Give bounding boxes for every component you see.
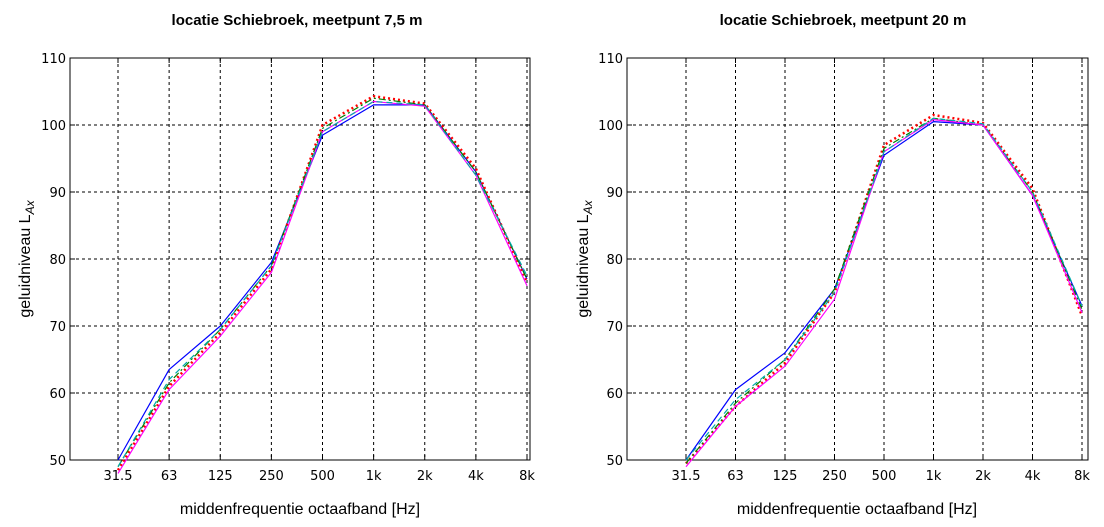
x-tick-label: 250 (259, 469, 284, 484)
x-axis-label: middenfrequentie octaafband [Hz] (737, 501, 977, 518)
x-tick-label: 31.5 (672, 469, 701, 484)
x-tick-label: 31.5 (104, 469, 133, 484)
chart-left: locatie Schiebroek, meetpunt 7,5 m 50 60 7… (17, 12, 535, 518)
y-tick-label: 100 (598, 119, 623, 134)
y-tick-label: 80 (49, 253, 66, 268)
y-tick-label: 60 (606, 387, 623, 402)
y-tick-label: 50 (606, 454, 623, 469)
chart-right: locatie Schiebroek, meetpunt 20 m 50 60 70… (575, 12, 1090, 518)
x-tick-label: 500 (310, 469, 335, 484)
series-group (116, 94, 529, 474)
series-line (117, 100, 528, 468)
y-axis-ticks: 50 60 70 80 90 100 110 (41, 52, 530, 469)
x-tick-label: 8k (519, 469, 535, 484)
y-tick-label: 110 (41, 52, 66, 67)
y-tick-label: 110 (598, 52, 623, 67)
series-line (117, 100, 528, 474)
x-tick-label: 2k (975, 469, 991, 484)
x-tick-label: 250 (822, 469, 847, 484)
series-line (117, 97, 528, 468)
series-line (117, 104, 528, 461)
series-line (116, 94, 529, 471)
x-axis-label: middenfrequentie octaafband [Hz] (180, 501, 420, 518)
y-axis-label: geluidniveau LAx (575, 199, 595, 317)
chart-title: locatie Schiebroek, meetpunt 7,5 m (172, 12, 423, 29)
series-group (685, 113, 1084, 468)
y-axis-label-sub: Ax (581, 199, 595, 215)
y-tick-label: 90 (49, 186, 66, 201)
x-axis-ticks: 31.5 63 125 250 500 1k 2k 4k 8k (104, 58, 535, 484)
x-tick-label: 63 (161, 469, 178, 484)
x-tick-label: 8k (1074, 469, 1090, 484)
y-tick-label: 50 (49, 454, 66, 469)
y-tick-label: 70 (49, 320, 66, 335)
x-tick-label: 500 (872, 469, 897, 484)
y-axis-label-sub: Ax (23, 199, 37, 215)
y-tick-label: 90 (606, 186, 623, 201)
y-axis-ticks: 50 60 70 80 90 100 110 (598, 52, 1088, 469)
x-tick-label: 125 (773, 469, 798, 484)
y-axis-label-main: geluidniveau L (17, 214, 34, 317)
y-tick-label: 100 (41, 119, 66, 134)
series-line (685, 117, 1083, 461)
chart-title: locatie Schiebroek, meetpunt 20 m (720, 12, 967, 29)
x-tick-label: 125 (208, 469, 233, 484)
x-tick-label: 2k (417, 469, 433, 484)
y-tick-label: 80 (606, 253, 623, 268)
series-line (685, 113, 1084, 465)
grid (627, 58, 1088, 460)
x-tick-label: 4k (1025, 469, 1041, 484)
y-tick-label: 70 (606, 320, 623, 335)
x-tick-label: 63 (727, 469, 744, 484)
x-tick-label: 1k (926, 469, 942, 484)
x-tick-label: 4k (468, 469, 484, 484)
y-tick-label: 60 (49, 387, 66, 402)
x-tick-label: 1k (366, 469, 382, 484)
x-axis-ticks: 31.5 63 125 250 500 1k 2k 4k 8k (672, 58, 1090, 484)
y-axis-label-main: geluidniveau L (575, 214, 592, 317)
y-axis-label: geluidniveau LAx (17, 199, 37, 317)
